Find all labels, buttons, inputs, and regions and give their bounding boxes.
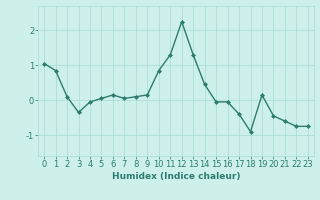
X-axis label: Humidex (Indice chaleur): Humidex (Indice chaleur) — [112, 172, 240, 181]
